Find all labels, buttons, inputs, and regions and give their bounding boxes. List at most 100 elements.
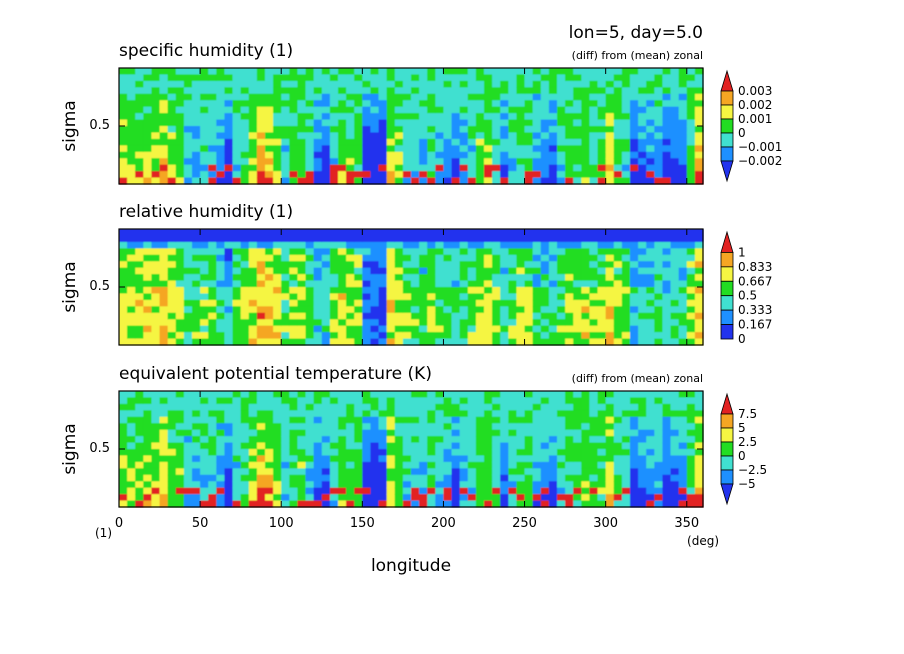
heatmap-cell: [329, 397, 339, 405]
heatmap-cell: [621, 319, 631, 327]
heatmap-cell: [613, 68, 623, 76]
heatmap-cell: [411, 261, 420, 269]
heatmap-cell: [394, 436, 404, 444]
heatmap-cell: [338, 287, 347, 295]
heatmap-cell: [329, 106, 339, 114]
heatmap-cell: [273, 449, 282, 457]
heatmap-cell: [338, 494, 347, 502]
heatmap-cell: [678, 312, 688, 320]
heatmap-cell: [232, 113, 242, 121]
heatmap-cell: [605, 68, 615, 76]
heatmap-cell: [313, 397, 323, 405]
heatmap-cell: [289, 474, 299, 482]
heatmap-cell: [338, 106, 347, 114]
heatmap-cell: [662, 138, 672, 146]
heatmap-cell: [500, 487, 509, 495]
heatmap-cell: [216, 177, 226, 185]
heatmap-cell: [467, 397, 477, 405]
heatmap-cell: [175, 436, 185, 444]
heatmap-cell: [313, 287, 323, 295]
heatmap-cell: [232, 436, 242, 444]
heatmap-cell: [119, 403, 128, 411]
heatmap-cell: [183, 254, 193, 262]
heatmap-cell: [402, 164, 412, 172]
heatmap-cell: [694, 138, 704, 146]
heatmap-cell: [289, 87, 299, 95]
colorbar-label: 0.667: [738, 274, 772, 288]
heatmap-cell: [175, 455, 185, 463]
heatmap-cell: [638, 299, 647, 307]
heatmap-cell: [621, 267, 631, 275]
heatmap-cell: [451, 119, 461, 127]
heatmap-cell: [256, 267, 266, 275]
heatmap-cell: [475, 312, 485, 320]
heatmap-cell: [662, 468, 672, 476]
heatmap-cell: [386, 397, 396, 405]
heatmap-cell: [167, 325, 177, 333]
heatmap-cell: [167, 177, 177, 185]
heatmap-cell: [654, 338, 664, 346]
heatmap-cell: [208, 68, 217, 76]
heatmap-cell: [216, 397, 226, 405]
heatmap-cell: [175, 299, 185, 307]
heatmap-cell: [638, 397, 647, 405]
heatmap-cell: [662, 403, 672, 411]
heatmap-cell: [467, 410, 477, 418]
lon-day-label: lon=5, day=5.0: [569, 23, 703, 43]
heatmap-cell: [581, 338, 591, 346]
heatmap-cell: [419, 235, 428, 243]
heatmap-cell: [670, 100, 680, 108]
heatmap-cell: [475, 397, 485, 405]
heatmap-cell: [670, 338, 680, 346]
heatmap-cell: [313, 80, 323, 88]
heatmap-cell: [532, 436, 542, 444]
heatmap-cell: [500, 436, 509, 444]
heatmap-cell: [119, 481, 128, 489]
heatmap-cell: [662, 267, 672, 275]
heatmap-cell: [557, 274, 566, 282]
heatmap-cell: [475, 132, 485, 140]
heatmap-cell: [654, 132, 664, 140]
heatmap-cell: [329, 391, 339, 399]
heatmap-cell: [605, 287, 615, 295]
heatmap-cell: [216, 449, 226, 457]
heatmap-cell: [500, 254, 509, 262]
heatmap-cell: [646, 106, 655, 114]
heatmap-cell: [678, 461, 688, 469]
heatmap-cell: [281, 93, 290, 101]
heatmap-cell: [297, 332, 307, 340]
heatmap-cell: [500, 100, 509, 108]
heatmap-cell: [500, 397, 509, 405]
heatmap-cell: [402, 442, 412, 450]
heatmap-cell: [459, 487, 469, 495]
heatmap-cell: [524, 113, 534, 121]
heatmap-cell: [508, 100, 518, 108]
heatmap-cell: [321, 177, 331, 185]
heatmap-cell: [265, 132, 274, 140]
heatmap-cell: [167, 332, 177, 340]
heatmap-cell: [451, 235, 461, 243]
heatmap-cell: [548, 164, 558, 172]
heatmap-cell: [167, 416, 177, 424]
panel-title: specific humidity (1): [119, 41, 293, 61]
heatmap-cell: [581, 325, 591, 333]
heatmap-cell: [313, 436, 323, 444]
heatmap-cell: [167, 138, 177, 146]
heatmap-cell: [329, 338, 339, 346]
heatmap-cell: [394, 100, 404, 108]
heatmap-cell: [686, 429, 696, 437]
heatmap-cell: [394, 68, 404, 76]
heatmap-cell: [208, 299, 217, 307]
heatmap-cell: [670, 299, 680, 307]
heatmap-cell: [370, 403, 380, 411]
heatmap-cell: [597, 254, 607, 262]
heatmap-cell: [354, 145, 363, 153]
heatmap-cell: [232, 254, 242, 262]
heatmap-cell: [265, 416, 274, 424]
heatmap-cell: [208, 74, 217, 82]
heatmap-cell: [183, 274, 193, 282]
heatmap-cell: [143, 494, 153, 502]
heatmap-cell: [419, 429, 428, 437]
heatmap-cell: [119, 132, 128, 140]
heatmap-cell: [297, 74, 307, 82]
